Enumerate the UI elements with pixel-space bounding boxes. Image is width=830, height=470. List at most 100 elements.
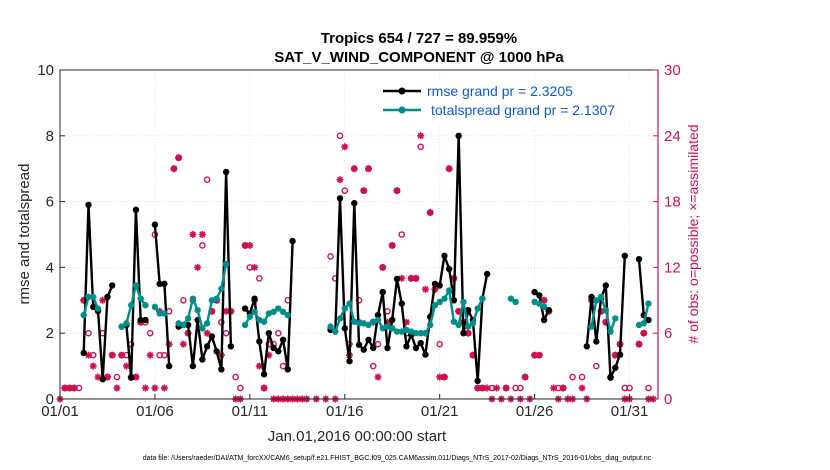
obs-assimilated-marker-71 (412, 274, 420, 282)
y2-tick-label-1: 6 (664, 325, 672, 342)
rmse-line-segment-5 (330, 134, 489, 383)
obs-assimilated-marker-101 (559, 384, 567, 392)
left-axis-ticks: 0 2 4 6 8 10 (37, 62, 65, 408)
data-file-footnote: data file: /Users/raeder/DAI/ATM_forcXX/… (143, 455, 652, 462)
legend-spread-label: totalspread grand pr = 2.1307 (431, 102, 615, 118)
x-axis-label: Jan.01,2016 00:00:00 start (268, 428, 447, 445)
y2-axis-label: # of obs: o=possible; ×=assimilated (685, 124, 701, 343)
legend-rmse-marker (398, 87, 406, 95)
obs-possible-marker-91 (569, 373, 576, 381)
obs-assimilated-marker-67 (393, 187, 401, 195)
obs-possible-marker-45 (279, 362, 287, 370)
obs-possible-marker-66 (417, 143, 424, 151)
obs-assimilated-marker-88 (493, 384, 501, 392)
obs-assimilated-marker-30 (203, 329, 211, 337)
x-axis-ticks: 01/01 01/06 01/11 01/16 01/21 01/26 01/31 (41, 394, 648, 420)
y-tick-label-1: 2 (46, 325, 54, 342)
obs-assimilated-marker-12 (118, 351, 126, 359)
obs-assimilated-marker-18 (146, 351, 154, 359)
obs-assimilated-marker-114 (635, 340, 643, 348)
obs-assimilated-marker-23 (170, 165, 178, 173)
legend-rmse-label: rmse grand pr = 2.3205 (427, 83, 573, 99)
obs-possible-marker-33 (222, 329, 230, 337)
rmse-line-segment-2 (153, 224, 171, 367)
y-tick-label-5: 10 (37, 62, 54, 79)
legend-box (380, 80, 652, 122)
obs-assimilated-marker-3 (70, 384, 78, 392)
y2-tick-label-5: 30 (664, 62, 681, 79)
legend: rmse grand pr = 2.3205 totalspread grand… (380, 80, 652, 122)
obs-possible-marker-92 (578, 373, 586, 381)
obs-assimilated-marker-6 (89, 362, 97, 370)
totalspread-line-segment-6 (510, 297, 517, 303)
obs-possible-marker-25 (180, 296, 187, 304)
rmse-line-segment-3 (178, 170, 233, 371)
y-tick-label-2: 4 (46, 259, 54, 276)
obs-possible-marker-21 (161, 351, 168, 359)
line-series (80, 132, 652, 385)
obs-assimilated-marker-41 (255, 362, 263, 370)
y-tick-label-0: 0 (46, 391, 54, 408)
obs-assimilated-marker-56 (341, 143, 349, 151)
obs-assimilated-marker-78 (445, 165, 453, 173)
y-axis-label: rmse and totalspread (16, 164, 33, 305)
totalspread-line-segment-0 (82, 295, 100, 316)
obs-assimilated-marker-11 (113, 384, 121, 392)
obs-assimilated-marker-104 (578, 384, 586, 392)
obs-assimilated-marker-97 (540, 296, 548, 304)
obs-possible-marker-56 (369, 362, 377, 370)
obs-possible-marker-28 (199, 242, 206, 249)
x-tick-label-3: 01/16 (326, 403, 364, 420)
totalspread-line-segment-1 (121, 284, 147, 328)
obs-assimilated-marker-64 (379, 263, 387, 271)
right-axis-ticks: 0 6 12 18 24 30 (653, 62, 681, 408)
rmse-point-95 (635, 255, 643, 263)
obs-assimilated-marker-90 (502, 384, 510, 392)
obs-possible-marker-57 (374, 340, 382, 348)
obs-assimilated-marker-28 (194, 263, 202, 271)
x-tick-label-1: 01/06 (136, 403, 174, 420)
totalspread-line-segment-2 (153, 306, 165, 315)
rmse-point-13 (142, 316, 149, 324)
obs-possible-marker-47 (327, 253, 334, 260)
obs-assimilated-marker-58 (350, 165, 358, 173)
rmse-line-segment-8 (637, 259, 650, 321)
legend-spread-marker (398, 106, 406, 114)
obs-possible-marker-11 (113, 373, 121, 381)
x-tick-label-2: 01/11 (232, 403, 268, 420)
rmse-line-segment-4 (244, 241, 294, 376)
totalspread-line-segment-7 (534, 300, 545, 308)
obs-assimilated-marker-115 (640, 329, 648, 337)
rmse-point-0 (80, 349, 87, 357)
obs-assimilated-marker-66 (388, 241, 396, 249)
obs-assimilated-marker-8 (99, 296, 107, 304)
rmse-point-43 (289, 237, 296, 245)
obs-assimilated-marker-19 (151, 384, 159, 392)
y2-tick-label-4: 24 (664, 128, 681, 145)
obs-assimilated-marker-42 (260, 384, 268, 392)
x-tick-label-6: 01/31 (611, 403, 649, 420)
obs-assimilated-marker-99 (550, 384, 558, 392)
obs-assimilated-marker-55 (336, 176, 344, 184)
obs-possible-marker-29 (203, 176, 211, 183)
chart-title: Tropics 654 / 727 = 89.959% (321, 30, 517, 47)
obs-possible-marker-94 (593, 362, 600, 370)
totalspread-point-14 (161, 310, 168, 317)
obs-possible-marker-40 (256, 275, 263, 282)
obs-possible-marker-100 (626, 384, 633, 392)
obs-assimilated-marker-17 (141, 384, 149, 392)
y-tick-label-4: 8 (46, 128, 54, 145)
y2-tick-label-3: 18 (664, 194, 681, 211)
obs-assimilated-marker-39 (246, 241, 254, 249)
totalspread-line-segment-4 (244, 307, 289, 326)
obs-assimilated-marker-25 (179, 340, 187, 348)
rmse-point-93 (621, 252, 628, 260)
y-tick-label-3: 6 (46, 194, 54, 211)
obs-possible-marker-103 (645, 384, 652, 392)
obs-assimilated-marker-9 (103, 373, 111, 381)
obs-possible-marker-5 (85, 329, 92, 337)
totalspread-line-segment-8 (590, 295, 617, 333)
obs-possible-marker-36 (237, 384, 244, 392)
obs-possible-marker-50 (341, 187, 349, 194)
